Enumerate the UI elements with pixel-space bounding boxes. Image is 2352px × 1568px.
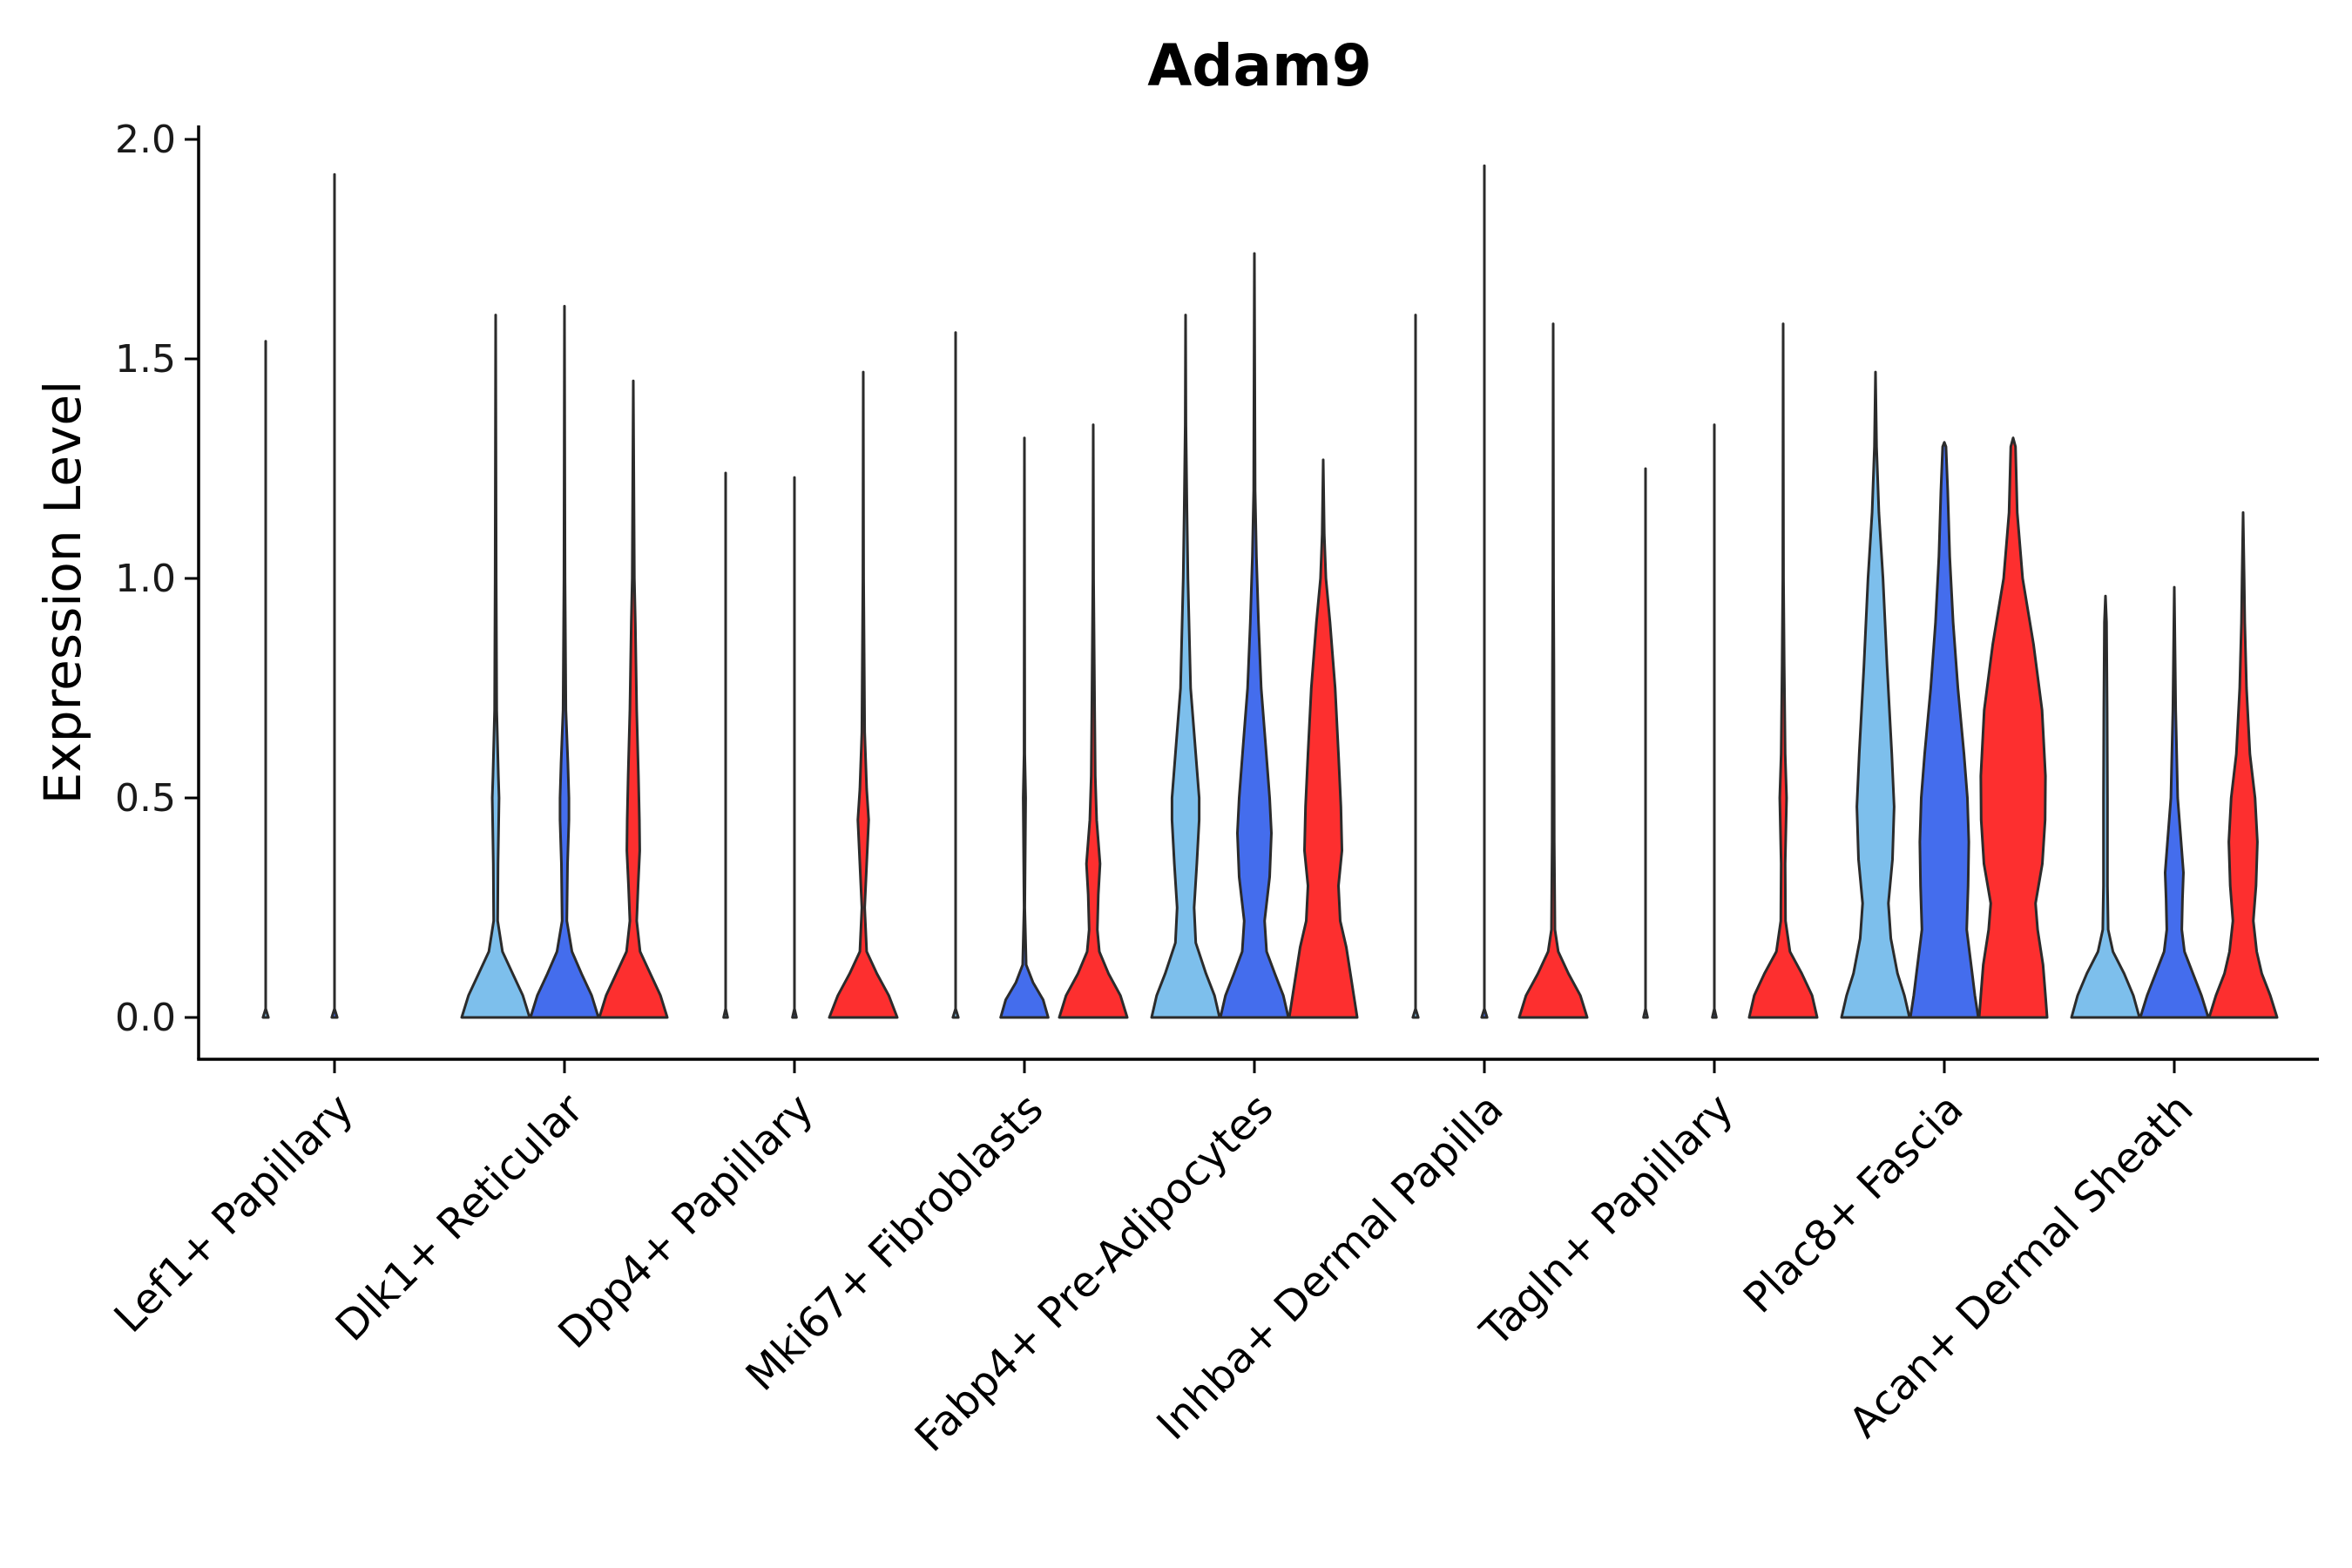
violin-1-1 — [261, 340, 270, 1019]
violin-9-2 — [2139, 585, 2210, 1019]
violin-2-1 — [460, 314, 531, 1019]
violin-7-3 — [1747, 322, 1819, 1019]
violin-3-3 — [828, 370, 899, 1019]
violin-8-2 — [1909, 441, 1980, 1019]
violin-8-1 — [1840, 370, 1911, 1019]
violin-4-3 — [1058, 423, 1129, 1019]
y-tick-label: 0.5 — [115, 776, 176, 821]
y-axis-label: Expression Level — [33, 381, 92, 804]
axes — [197, 125, 2319, 1061]
violin-6-1 — [1411, 314, 1420, 1019]
y-tick-label: 1.5 — [115, 337, 176, 382]
violin-5-3 — [1288, 458, 1359, 1019]
violin-2-2 — [529, 305, 600, 1019]
violin-1-2 — [330, 172, 339, 1019]
violin-9-1 — [2070, 594, 2141, 1019]
violin-7-1 — [1642, 467, 1649, 1019]
violin-6-3 — [1517, 322, 1589, 1019]
violin-6-2 — [1480, 164, 1489, 1019]
violin-5-1 — [1150, 314, 1221, 1019]
violin-9-3 — [2207, 510, 2279, 1019]
violin-5-2 — [1219, 252, 1290, 1019]
violin-2-3 — [598, 379, 669, 1019]
y-tick-label: 1.0 — [115, 557, 176, 601]
violin-4-1 — [951, 331, 960, 1019]
violin-3-2 — [791, 476, 798, 1019]
violin-7-2 — [1711, 423, 1718, 1019]
violin-plot-area — [261, 164, 2279, 1019]
y-tick-label: 2.0 — [115, 118, 176, 162]
violin-3-1 — [722, 471, 729, 1019]
violin-4-2 — [999, 436, 1050, 1019]
y-tick-label: 0.0 — [115, 996, 176, 1040]
chart-title: Adam9 — [1147, 32, 1372, 99]
violin-8-3 — [1977, 436, 2049, 1019]
y-axis-ticks: 0.0 0.5 1.0 1.5 2.0 — [115, 118, 199, 1040]
